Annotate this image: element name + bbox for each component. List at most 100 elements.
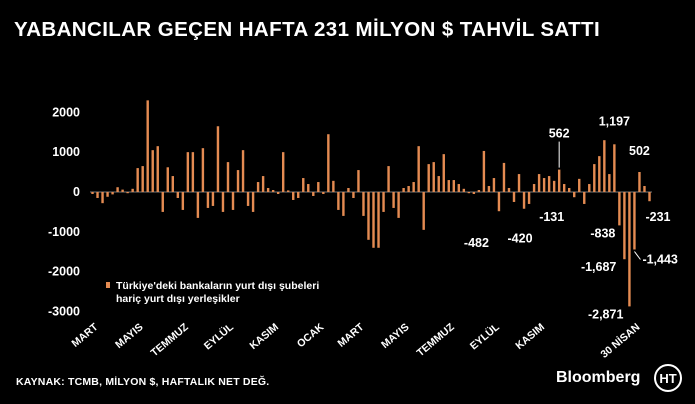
bar — [302, 178, 305, 192]
bar — [276, 192, 280, 194]
bar — [226, 162, 230, 192]
bar — [146, 100, 149, 192]
x-tick-label: KASIM — [247, 321, 281, 352]
annotation-label: -1,687 — [581, 260, 616, 274]
bar — [352, 192, 355, 198]
bar — [392, 192, 395, 208]
y-tick-label: 0 — [73, 185, 80, 199]
bar — [457, 184, 461, 192]
bar — [397, 192, 400, 218]
bar — [387, 166, 390, 192]
bar — [427, 164, 430, 192]
bar — [377, 192, 380, 248]
bar — [201, 148, 205, 192]
bar — [342, 192, 345, 216]
bar — [261, 176, 265, 192]
bar — [322, 192, 325, 194]
bar — [492, 178, 496, 192]
chart-title: YABANCILAR GEÇEN HAFTA 231 MİLYON $ TAHV… — [14, 18, 601, 41]
bar — [568, 188, 571, 192]
ht-logo-text: HT — [659, 370, 677, 386]
x-tick-label: KASIM — [513, 321, 547, 352]
ht-logo-icon: HT — [654, 364, 682, 392]
bar — [512, 192, 516, 202]
bar — [417, 146, 420, 192]
bar — [186, 152, 190, 192]
bar — [307, 184, 310, 192]
bar — [452, 180, 455, 192]
bar — [181, 192, 185, 210]
bar — [623, 192, 626, 260]
x-tick-label: EYLÜL — [201, 320, 236, 352]
bar — [176, 192, 180, 198]
bar — [407, 186, 410, 192]
bar — [643, 186, 646, 192]
bar — [287, 190, 290, 192]
bar — [437, 176, 440, 192]
annotation-label: -231 — [645, 210, 670, 224]
bar — [121, 189, 124, 192]
bar — [136, 168, 139, 192]
bar — [447, 180, 450, 192]
bar — [327, 134, 330, 192]
bar — [487, 186, 491, 192]
bar — [583, 192, 586, 204]
bar — [206, 192, 210, 208]
bar — [332, 180, 335, 192]
annotation-label: -2,871 — [588, 307, 623, 321]
x-tick-label: 30 NİSAN — [598, 320, 643, 360]
bar — [412, 182, 415, 192]
bar — [211, 192, 215, 206]
bar — [603, 140, 606, 192]
legend-swatch — [106, 282, 110, 288]
bar — [221, 192, 225, 212]
x-tick-label: MAYIS — [113, 321, 145, 351]
bar — [116, 187, 119, 192]
bar — [462, 188, 466, 192]
bar — [613, 144, 616, 192]
bar — [347, 188, 350, 192]
bar — [372, 192, 375, 248]
bar — [141, 166, 144, 192]
bar — [432, 162, 435, 192]
bar — [241, 150, 245, 192]
bar — [507, 188, 511, 192]
bar — [598, 156, 601, 192]
annotation-label: -131 — [539, 210, 564, 224]
x-tick-label: OCAK — [295, 321, 327, 350]
bar — [111, 192, 114, 195]
bar — [497, 192, 501, 212]
annotation-label: -420 — [508, 232, 533, 246]
bar — [402, 188, 405, 192]
bar — [638, 172, 641, 192]
bar — [266, 188, 270, 192]
bar — [648, 192, 651, 202]
bar — [382, 192, 385, 212]
bar — [231, 192, 235, 210]
bar — [367, 192, 370, 240]
legend: Türkiye'deki bankaların yurt dışı şubele… — [106, 280, 319, 305]
x-tick-label: MAYIS — [379, 321, 411, 351]
y-axis-ticks: 2000 1000 0 -1000 -2000 -3000 — [48, 105, 80, 318]
bar — [573, 192, 576, 198]
bar — [422, 192, 425, 230]
bar — [502, 162, 506, 192]
bar — [101, 192, 104, 204]
bar — [246, 192, 250, 206]
legend-label-line: Türkiye'deki bankaların yurt dışı şubele… — [116, 280, 319, 292]
bar — [297, 192, 300, 198]
y-tick-label: -2000 — [48, 265, 80, 279]
bar — [593, 164, 596, 192]
bar — [156, 146, 159, 192]
x-tick-label: MART — [335, 321, 366, 350]
bar — [161, 192, 164, 212]
bar — [362, 192, 365, 216]
bar — [442, 154, 445, 192]
bar — [91, 192, 94, 194]
bar — [608, 174, 611, 192]
bar — [517, 174, 521, 192]
bar — [312, 192, 315, 196]
y-tick-label: 2000 — [52, 105, 80, 119]
bar — [292, 192, 295, 200]
